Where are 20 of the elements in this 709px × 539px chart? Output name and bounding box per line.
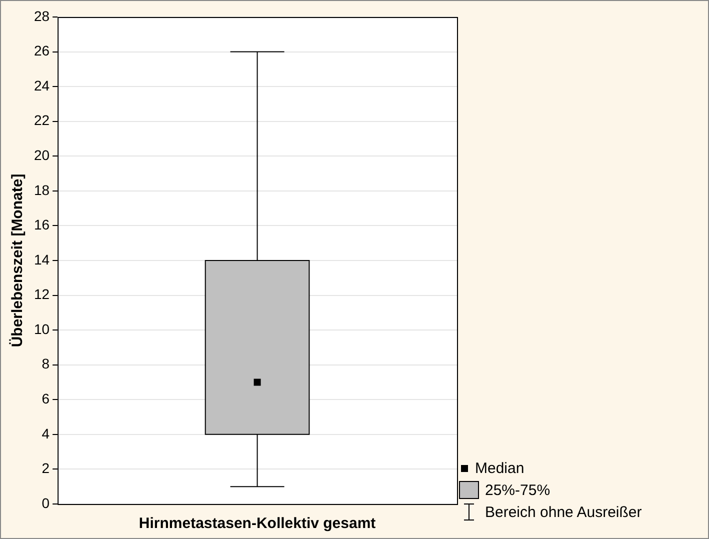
text: 25%-75%: [485, 482, 550, 498]
y-tick-label: 22: [34, 112, 50, 128]
y-tick-label: 6: [42, 390, 50, 406]
y-tick-label: 26: [34, 42, 50, 59]
x-tick-label: Hirnmetastasen-Kollektiv gesamt: [138, 515, 376, 532]
y-tick-label: 8: [42, 356, 50, 372]
y-tick-label: 16: [34, 216, 50, 233]
y-tick-label: 20: [34, 147, 50, 163]
text: Median: [475, 460, 524, 476]
text: Bereich ohne Ausreißer: [485, 504, 642, 520]
y-tick-label: 4: [42, 425, 50, 442]
y-tick-label: 10: [34, 320, 50, 337]
y-tick-label: 12: [34, 286, 50, 302]
y-tick-label: 14: [34, 251, 50, 268]
y-tick-label: 2: [42, 460, 50, 476]
y-tick-label: 24: [34, 77, 50, 94]
y-tick-label: 28: [34, 8, 50, 24]
y-tick-label: 18: [34, 182, 50, 198]
y-axis-title: Überlebenszeit [Monate]: [9, 174, 26, 348]
y-tick-label: 0: [42, 494, 50, 511]
